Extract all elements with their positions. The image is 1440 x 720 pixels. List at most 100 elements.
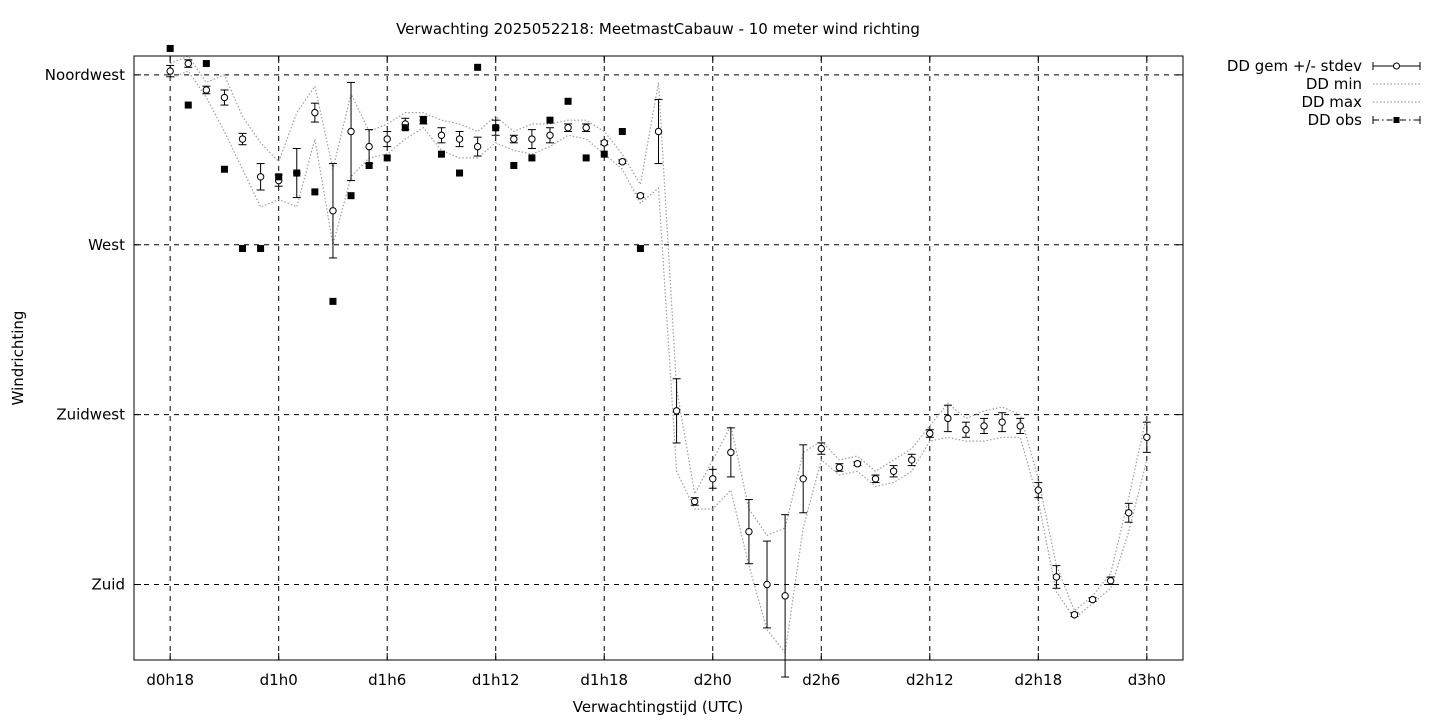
dd-mean-point xyxy=(1070,611,1079,619)
dd-mean-point xyxy=(908,456,916,464)
dd-obs-point xyxy=(311,188,319,196)
dd-obs-point xyxy=(166,44,174,52)
dd-mean-point xyxy=(220,93,229,102)
dd-obs-point xyxy=(510,161,518,169)
dd-mean-point xyxy=(202,86,211,94)
dd-obs-point xyxy=(528,154,536,162)
x-tick-label: d2h12 xyxy=(906,671,954,689)
dd-mean-point xyxy=(727,448,735,457)
legend-swatch-marker xyxy=(1393,62,1400,70)
dd-mean-point xyxy=(383,135,391,143)
y-tick-label: Zuidwest xyxy=(56,406,125,424)
dd-mean-point xyxy=(672,407,681,415)
x-axis-label: Verwachtingstijd (UTC) xyxy=(573,698,744,716)
dd-mean-point xyxy=(980,422,988,430)
dd-obs-point xyxy=(600,150,608,158)
y-tick-label: Zuid xyxy=(92,576,125,594)
dd-mean-point xyxy=(437,131,446,139)
dd-mean-point xyxy=(329,207,337,215)
dd-obs-point xyxy=(383,154,391,162)
dd-obs-point xyxy=(329,297,337,305)
y-tick-label: West xyxy=(88,236,125,254)
dd-mean-point xyxy=(528,135,536,143)
dd-mean-point xyxy=(944,414,952,423)
dd-mean-point xyxy=(473,142,482,151)
dd-obs-point xyxy=(636,245,644,253)
dd-mean-point xyxy=(618,158,627,166)
x-tick-label: d2h18 xyxy=(1014,671,1062,689)
dd-mean-point xyxy=(889,467,898,475)
dd-mean-point xyxy=(564,124,572,132)
x-tick-label: d3h0 xyxy=(1128,671,1166,689)
dd-mean-point xyxy=(311,108,319,117)
dd-mean-point xyxy=(1106,577,1115,585)
legend-label: DD obs xyxy=(1308,111,1363,129)
dd-obs-point xyxy=(239,245,247,253)
x-axis-ticks: d0h18 d1h0 d1h6 d1h12 d1h18 d2h0 d2h6 d2h12 d2h1… xyxy=(146,56,1166,689)
dd-mean-point xyxy=(871,475,880,483)
dd-mean-point xyxy=(745,527,753,536)
plot-frame xyxy=(133,55,1184,661)
x-tick-label: d1h0 xyxy=(260,671,298,689)
dd-obs-point xyxy=(437,150,445,158)
dd-obs-point xyxy=(618,128,626,135)
legend-label: DD max xyxy=(1301,93,1362,111)
dd-obs-point xyxy=(347,192,355,200)
dd-mean-point xyxy=(654,127,663,136)
dd-mean-point xyxy=(510,135,518,143)
dd-mean-point xyxy=(1143,433,1151,441)
dd-mean-point xyxy=(582,124,590,132)
dd-mean-point xyxy=(184,59,192,68)
x-tick-label: d1h18 xyxy=(580,671,628,689)
legend-label: DD min xyxy=(1306,75,1362,93)
x-tick-label: d2h6 xyxy=(802,671,840,689)
dd-mean-point xyxy=(546,131,554,139)
dd-mean-point xyxy=(1088,595,1097,604)
dd-mean-point xyxy=(1125,509,1133,517)
dd-mean-point xyxy=(1034,486,1043,494)
dd-mean-point xyxy=(962,426,970,434)
dd-min-line xyxy=(169,70,1148,654)
legend-label: DD gem +/- stdev xyxy=(1227,57,1362,75)
y-axis-label: Windrichting xyxy=(9,311,27,406)
dd-mean-point xyxy=(455,135,464,143)
dd-obs-point xyxy=(293,169,301,177)
dd-mean-point xyxy=(853,460,862,468)
dd-obs-point xyxy=(257,245,265,253)
y-axis-ticks: Zuid Zuidwest West Noordwest xyxy=(45,66,1183,594)
dd-mean-point xyxy=(709,475,717,483)
dd-mean-point xyxy=(926,429,934,438)
dd-mean-point xyxy=(636,191,645,200)
legend-swatch-marker xyxy=(1393,117,1400,123)
chart-title: Verwachting 2025052218: MeetmastCabauw -… xyxy=(396,20,920,38)
dd-obs-point xyxy=(401,124,409,132)
dd-obs-point xyxy=(474,63,482,71)
dd-obs-point xyxy=(564,97,572,105)
dd-mean-point xyxy=(835,463,844,472)
grid-lines xyxy=(134,56,1183,660)
dd-obs-point xyxy=(546,116,554,124)
dd-mean-point xyxy=(166,67,174,75)
data-markers xyxy=(166,44,1151,619)
dd-obs-point xyxy=(202,60,210,68)
dd-mean-point xyxy=(781,592,789,600)
y-tick-label: Noordwest xyxy=(45,66,125,84)
dd-obs-point xyxy=(492,124,500,132)
dd-obs-point xyxy=(365,161,373,169)
dd-obs-point xyxy=(582,154,590,162)
dd-mean-point xyxy=(998,418,1006,426)
dd-mean-point xyxy=(1016,422,1024,430)
dd-obs-point xyxy=(456,169,464,177)
dd-obs-point xyxy=(184,101,192,109)
dd-mean-point xyxy=(600,139,608,147)
dd-obs-point xyxy=(220,165,228,173)
dd-mean-point xyxy=(365,142,373,151)
dd-obs-point xyxy=(419,116,427,124)
dd-obs-point xyxy=(275,173,283,181)
dd-mean-point xyxy=(817,444,825,453)
x-tick-label: d2h0 xyxy=(694,671,732,689)
dd-mean-point xyxy=(690,497,699,506)
